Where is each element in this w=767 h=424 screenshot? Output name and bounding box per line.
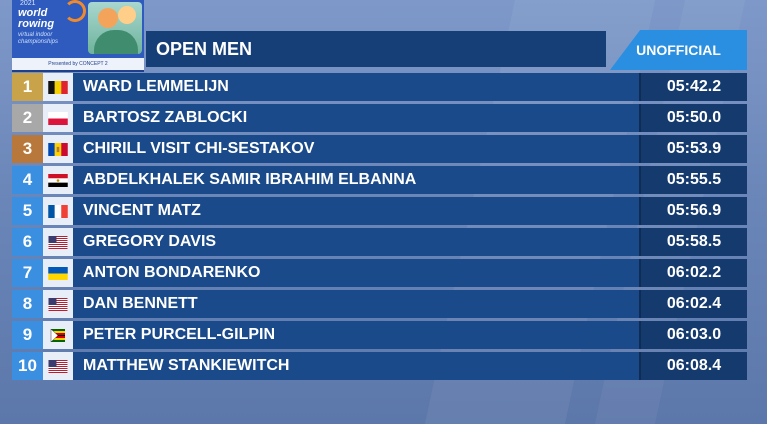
logo-subtitle: virtual indoor championships: [18, 32, 59, 45]
poland-flag-icon: [43, 104, 73, 132]
logo-year: 2021: [20, 0, 36, 7]
rank-badge: 3: [12, 135, 43, 163]
event-header: OPEN MEN: [146, 31, 606, 67]
finish-time: 05:56.9: [639, 197, 747, 225]
usa-flag-icon: [43, 352, 73, 380]
rank-badge: 4: [12, 166, 43, 194]
athlete-name: DAN BENNETT: [73, 290, 639, 318]
championship-illustration-icon: [88, 2, 142, 54]
result-row: 1 WARD LEMMELIJN 05:42.2: [12, 73, 747, 101]
result-row: 7 ANTON BONDARENKO 06:02.2: [12, 259, 747, 287]
finish-time: 05:55.5: [639, 166, 747, 194]
finish-time: 05:42.2: [639, 73, 747, 101]
finish-time: 05:53.9: [639, 135, 747, 163]
logo-ring-icon: [64, 0, 86, 22]
finish-time: 06:02.4: [639, 290, 747, 318]
athlete-name: MATTHEW STANKIEWITCH: [73, 352, 639, 380]
rank-badge: 1: [12, 73, 43, 101]
belgium-flag-icon: [43, 73, 73, 101]
event-title: OPEN MEN: [156, 39, 253, 59]
result-row: 4 ABDELKHALEK SAMIR IBRAHIM ELBANNA 05:5…: [12, 166, 747, 194]
france-flag-icon: [43, 197, 73, 225]
rank-badge: 2: [12, 104, 43, 132]
finish-time: 06:03.0: [639, 321, 747, 349]
rank-badge: 9: [12, 321, 43, 349]
finish-time: 05:50.0: [639, 104, 747, 132]
athlete-name: VINCENT MATZ: [73, 197, 639, 225]
result-row: 8 DAN BENNETT 06:02.4: [12, 290, 747, 318]
usa-flag-icon: [43, 290, 73, 318]
athlete-name: GREGORY DAVIS: [73, 228, 639, 256]
zimbabwe-flag-icon: [43, 321, 73, 349]
rank-badge: 10: [12, 352, 43, 380]
athlete-name: PETER PURCELL-GILPIN: [73, 321, 639, 349]
results-list: 1 WARD LEMMELIJN 05:42.2 2 BARTOSZ ZABLO…: [12, 73, 747, 383]
result-row: 6 GREGORY DAVIS 05:58.5: [12, 228, 747, 256]
finish-time: 06:02.2: [639, 259, 747, 287]
result-row: 2 BARTOSZ ZABLOCKI 05:50.0: [12, 104, 747, 132]
usa-flag-icon: [43, 228, 73, 256]
result-row: 10 MATTHEW STANKIEWITCH 06:08.4: [12, 352, 747, 380]
rank-badge: 8: [12, 290, 43, 318]
logo-brand: world rowing: [18, 7, 55, 30]
ukraine-flag-icon: [43, 259, 73, 287]
egypt-flag-icon: [43, 166, 73, 194]
rank-badge: 7: [12, 259, 43, 287]
athlete-name: CHIRILL VISIT CHI-SESTAKOV: [73, 135, 639, 163]
result-row: 5 VINCENT MATZ 05:56.9: [12, 197, 747, 225]
athlete-name: WARD LEMMELIJN: [73, 73, 639, 101]
rank-badge: 5: [12, 197, 43, 225]
athlete-name: BARTOSZ ZABLOCKI: [73, 104, 639, 132]
logo-partner: Presented by CONCEPT 2: [12, 58, 144, 70]
rank-badge: 6: [12, 228, 43, 256]
world-rowing-logo: 2021 world rowing virtual indoor champio…: [12, 0, 144, 72]
athlete-name: ABDELKHALEK SAMIR IBRAHIM ELBANNA: [73, 166, 639, 194]
finish-time: 06:08.4: [639, 352, 747, 380]
result-row: 9 PETER PURCELL-GILPIN 06:03.0: [12, 321, 747, 349]
finish-time: 05:58.5: [639, 228, 747, 256]
result-row: 3 CHIRILL VISIT CHI-SESTAKOV 05:53.9: [12, 135, 747, 163]
athlete-name: ANTON BONDARENKO: [73, 259, 639, 287]
moldova-flag-icon: [43, 135, 73, 163]
